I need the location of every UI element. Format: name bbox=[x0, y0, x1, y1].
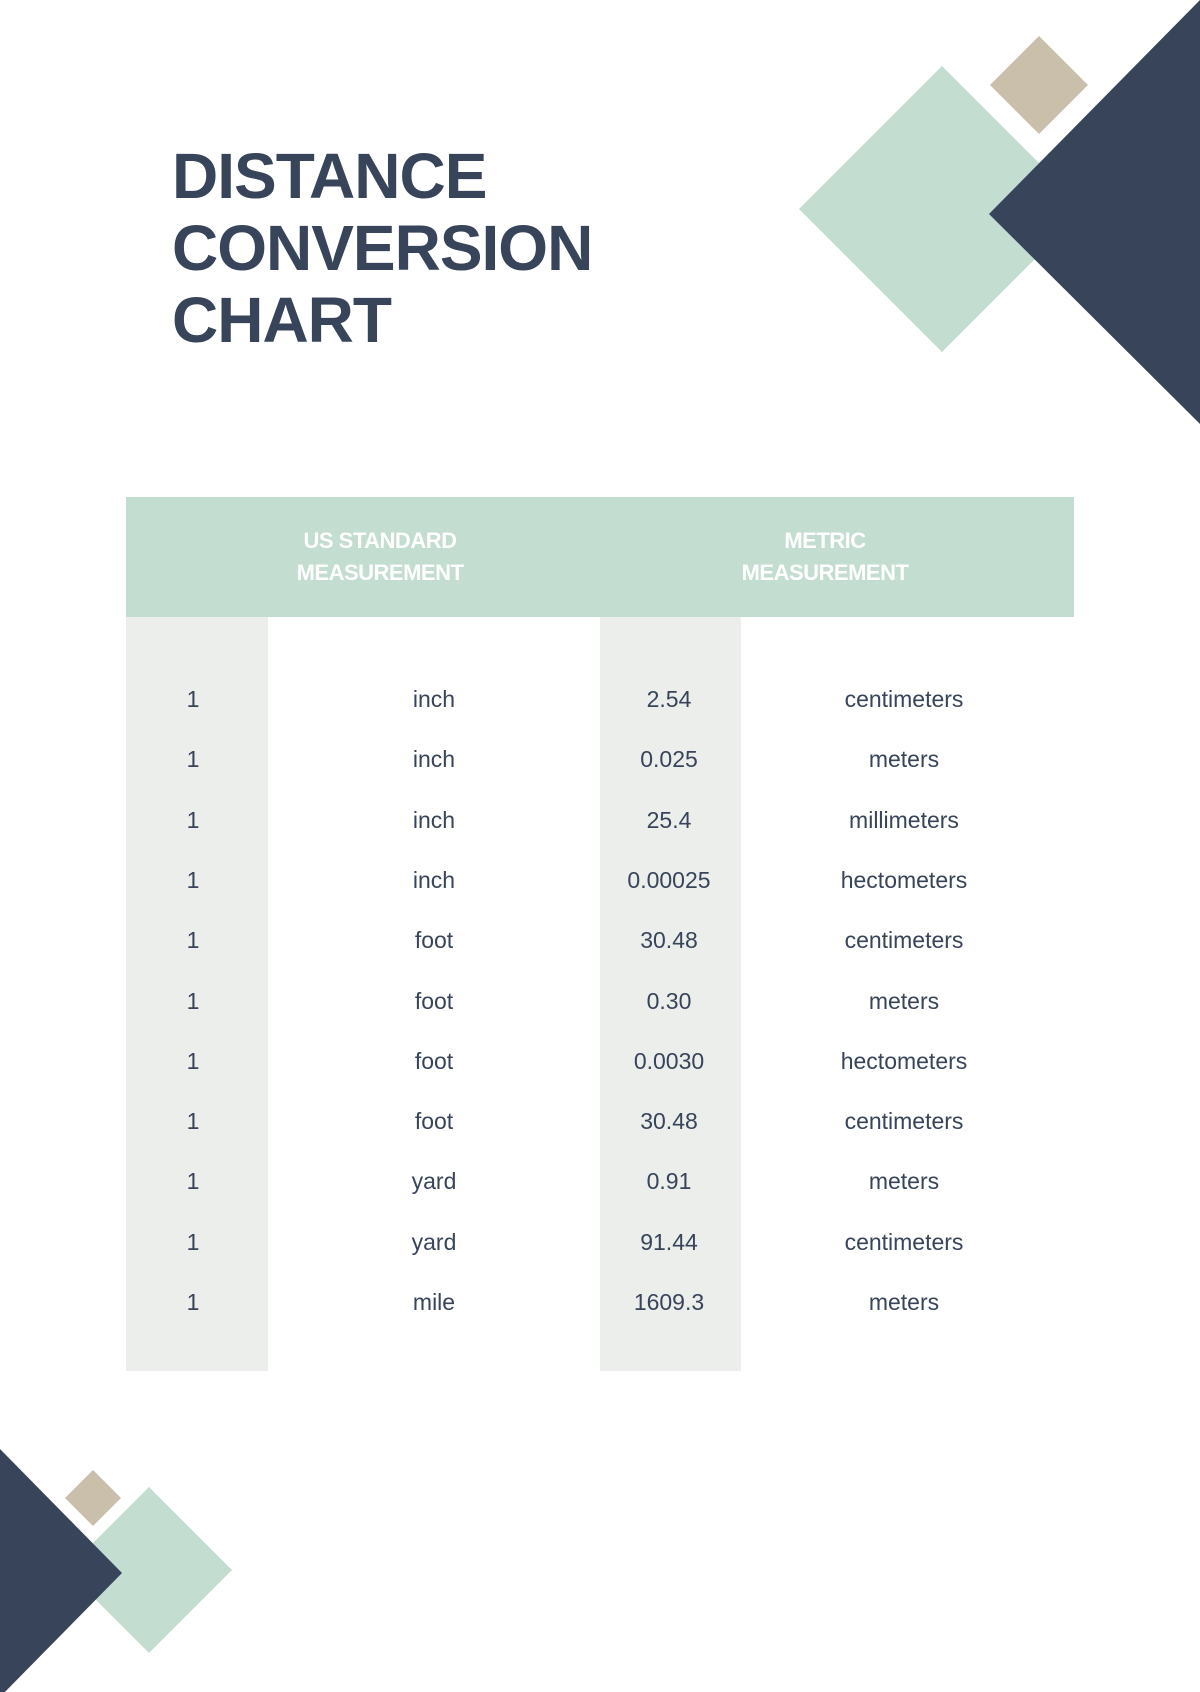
metric-value-cell: 0.91 bbox=[646, 1168, 692, 1195]
header-line: MEASUREMENT bbox=[741, 560, 909, 585]
us-unit-cell: foot bbox=[414, 1108, 454, 1135]
table-row: 1 yard 0.91 meters bbox=[0, 1161, 1200, 1201]
metric-unit-cell: centimeters bbox=[844, 1108, 964, 1135]
metric-value-cell: 0.30 bbox=[646, 987, 692, 1014]
us-unit-cell: inch bbox=[412, 746, 456, 773]
title-line: DISTANCE bbox=[172, 140, 487, 212]
table-row: 1 yard 91.44 centimeters bbox=[0, 1222, 1200, 1262]
header-metric: METRIC MEASUREMENT bbox=[645, 525, 1005, 589]
metric-value-cell: 0.025 bbox=[640, 746, 698, 773]
page-title: DISTANCE CONVERSION CHART bbox=[172, 140, 593, 356]
mint-diamond-bottom bbox=[66, 1487, 232, 1653]
table-row: 1 foot 30.48 centimeters bbox=[0, 920, 1200, 960]
header-us-standard: US STANDARD MEASUREMENT bbox=[200, 525, 560, 589]
column-stripe-metric-value bbox=[600, 617, 741, 1371]
us-quantity-cell: 1 bbox=[186, 866, 200, 893]
us-unit-cell: inch bbox=[412, 866, 456, 893]
metric-value-cell: 0.0030 bbox=[633, 1047, 705, 1074]
us-unit-cell: foot bbox=[414, 987, 454, 1014]
tan-diamond-top bbox=[990, 36, 1088, 134]
metric-value-cell: 30.48 bbox=[640, 927, 698, 954]
metric-value-cell: 0.00025 bbox=[627, 866, 711, 893]
navy-triangle-bottom bbox=[0, 1449, 122, 1692]
metric-unit-cell: meters bbox=[868, 1168, 940, 1195]
metric-value-cell: 25.4 bbox=[646, 806, 692, 833]
table-row: 1 inch 2.54 centimeters bbox=[0, 679, 1200, 719]
table-row: 1 foot 30.48 centimeters bbox=[0, 1101, 1200, 1141]
table-row: 1 mile 1609.3 meters bbox=[0, 1282, 1200, 1322]
metric-value-cell: 1609.3 bbox=[633, 1289, 705, 1315]
metric-unit-cell: hectometers bbox=[840, 866, 968, 893]
tan-diamond-bottom bbox=[65, 1470, 121, 1526]
metric-unit-cell: meters bbox=[868, 746, 940, 773]
us-quantity-cell: 1 bbox=[186, 1047, 200, 1074]
us-unit-cell: yard bbox=[411, 1168, 457, 1195]
us-quantity-cell: 1 bbox=[186, 927, 200, 954]
table-row: 1 foot 0.30 meters bbox=[0, 981, 1200, 1021]
us-quantity-cell: 1 bbox=[186, 746, 200, 773]
metric-value-cell: 30.48 bbox=[640, 1108, 698, 1135]
us-quantity-cell: 1 bbox=[186, 1228, 200, 1255]
header-line: METRIC bbox=[784, 528, 866, 553]
column-stripe-us-quantity bbox=[126, 617, 268, 1371]
us-quantity-cell: 1 bbox=[186, 987, 200, 1014]
us-quantity-cell: 1 bbox=[186, 1168, 200, 1195]
table-row: 1 inch 25.4 millimeters bbox=[0, 800, 1200, 840]
table-row: 1 foot 0.0030 hectometers bbox=[0, 1041, 1200, 1081]
metric-unit-cell: hectometers bbox=[840, 1047, 968, 1074]
us-quantity-cell: 1 bbox=[186, 806, 200, 833]
us-unit-cell: mile bbox=[412, 1289, 456, 1315]
metric-unit-cell: centimeters bbox=[844, 686, 964, 712]
navy-triangle-top bbox=[989, 0, 1200, 424]
title-line: CONVERSION bbox=[172, 212, 593, 284]
table-row: 1 inch 0.00025 hectometers bbox=[0, 860, 1200, 900]
metric-value-cell: 91.44 bbox=[640, 1228, 698, 1255]
header-line: MEASUREMENT bbox=[296, 560, 464, 585]
us-quantity-cell: 1 bbox=[186, 1289, 200, 1315]
metric-unit-cell: centimeters bbox=[844, 1228, 964, 1255]
metric-unit-cell: centimeters bbox=[844, 927, 964, 954]
us-unit-cell: inch bbox=[412, 686, 456, 712]
us-unit-cell: yard bbox=[411, 1228, 457, 1255]
metric-unit-cell: meters bbox=[868, 1289, 940, 1315]
header-line: US STANDARD bbox=[303, 528, 457, 553]
us-unit-cell: inch bbox=[412, 806, 456, 833]
table-header: US STANDARD MEASUREMENT METRIC MEASUREME… bbox=[126, 497, 1074, 617]
title-line: CHART bbox=[172, 284, 392, 356]
table-row: 1 inch 0.025 meters bbox=[0, 739, 1200, 779]
metric-unit-cell: millimeters bbox=[849, 806, 959, 833]
metric-unit-cell: meters bbox=[868, 987, 940, 1014]
us-quantity-cell: 1 bbox=[186, 686, 200, 712]
us-unit-cell: foot bbox=[414, 927, 454, 954]
us-quantity-cell: 1 bbox=[186, 1108, 200, 1135]
mint-diamond-top bbox=[799, 66, 1085, 352]
metric-value-cell: 2.54 bbox=[646, 686, 692, 712]
us-unit-cell: foot bbox=[414, 1047, 454, 1074]
